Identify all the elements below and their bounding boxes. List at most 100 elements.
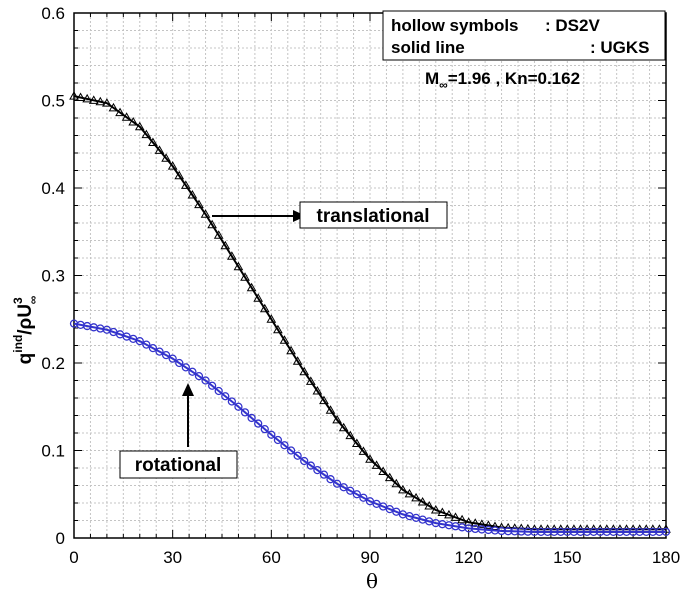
translational-label: translational (317, 206, 430, 227)
data-point (313, 465, 322, 475)
data-point (82, 93, 93, 103)
series-line (73, 95, 666, 531)
flow-conditions: M∞=1.96 , Kn=0.162 (425, 69, 580, 92)
data-point (351, 438, 362, 447)
data-point (246, 282, 257, 292)
data-point (108, 102, 119, 112)
y-tick-label: 0.6 (41, 4, 65, 23)
data-point (188, 367, 197, 376)
data-point (194, 371, 204, 381)
data-point (345, 430, 356, 440)
data-point (161, 153, 171, 162)
data-point (398, 484, 408, 494)
y-axis-q-sup: ind (11, 335, 25, 353)
data-point (200, 209, 211, 218)
data-point (102, 98, 112, 107)
series-layer (69, 91, 671, 537)
data-point (135, 336, 144, 346)
data-point (273, 435, 283, 445)
data-point (260, 424, 269, 434)
data-point (339, 483, 348, 492)
data-point (300, 456, 309, 466)
data-point (470, 518, 481, 527)
data-point (411, 492, 421, 502)
data-point (128, 117, 139, 126)
data-point (476, 519, 487, 528)
series-line (73, 322, 666, 533)
data-point (293, 451, 302, 460)
data-point (371, 460, 382, 469)
data-point (358, 446, 369, 455)
data-point (240, 408, 250, 417)
data-point (286, 446, 296, 455)
y-axis-u-sup: 3 (11, 297, 25, 304)
data-point (338, 422, 349, 432)
data-point (174, 170, 185, 180)
data-point (168, 354, 177, 363)
data-point (240, 272, 250, 281)
data-point (286, 345, 296, 355)
data-point (279, 335, 290, 344)
data-point (234, 402, 243, 411)
y-tick-label: 0.3 (41, 267, 65, 286)
data-point (254, 419, 263, 428)
data-point (134, 121, 145, 131)
data-point (142, 340, 151, 349)
data-point (457, 514, 467, 524)
data-point (490, 521, 500, 530)
data-point (437, 507, 448, 516)
data-point (187, 189, 198, 199)
x-axis-title: θ (366, 569, 378, 593)
data-point (326, 475, 335, 484)
data-point (141, 129, 152, 139)
y-axis-u-sub: ∞ (26, 296, 40, 305)
y-tick-label: 0.4 (41, 179, 65, 198)
legend-solid-label: solid line (391, 38, 465, 57)
data-point (259, 303, 270, 313)
data-point (148, 137, 158, 146)
data-point (121, 112, 132, 121)
data-point (450, 512, 461, 521)
x-tick-labels: 0 30 60 90 120 150 180 (69, 548, 680, 567)
y-tick-labels: 0 0.1 0.2 0.3 0.4 0.5 0.6 (41, 4, 65, 548)
data-point (444, 509, 454, 519)
x-tick-label: 60 (262, 548, 281, 567)
data-point (266, 314, 277, 323)
data-point (305, 376, 316, 385)
data-point (180, 180, 191, 189)
data-point (391, 478, 402, 488)
x-tick-label: 180 (652, 548, 680, 567)
data-point (417, 496, 428, 506)
data-point (221, 392, 230, 401)
data-point (247, 413, 256, 423)
data-point (273, 324, 283, 334)
data-point (332, 479, 342, 488)
data-point (214, 386, 223, 396)
x-tick-label: 150 (553, 548, 581, 567)
data-point (69, 91, 79, 100)
data-point (267, 430, 276, 439)
data-point (378, 466, 389, 475)
data-point (154, 145, 165, 154)
data-point (404, 488, 415, 498)
legend-solid-value: : UGKS (590, 38, 650, 57)
y-axis-rho: ρ (15, 317, 36, 329)
data-point (161, 350, 171, 360)
series-1 (69, 319, 671, 537)
y-axis-title: qind/ρU3∞ (11, 296, 40, 365)
data-point (213, 230, 224, 239)
data-point (384, 472, 395, 482)
legend-box: hollow symbols : DS2V solid line : UGKS (382, 10, 666, 61)
data-point (227, 251, 237, 260)
data-point (312, 385, 323, 395)
data-point (75, 92, 86, 102)
y-axis-u: U (15, 304, 36, 318)
rotational-label: rotational (135, 455, 222, 476)
data-point (365, 454, 375, 463)
data-point (424, 500, 435, 510)
data-point (148, 343, 158, 353)
y-tick-label: 0 (56, 529, 65, 548)
y-tick-label: 0.1 (41, 442, 65, 461)
svg-text:qind/ρU3∞: qind/ρU3∞ (11, 296, 40, 365)
